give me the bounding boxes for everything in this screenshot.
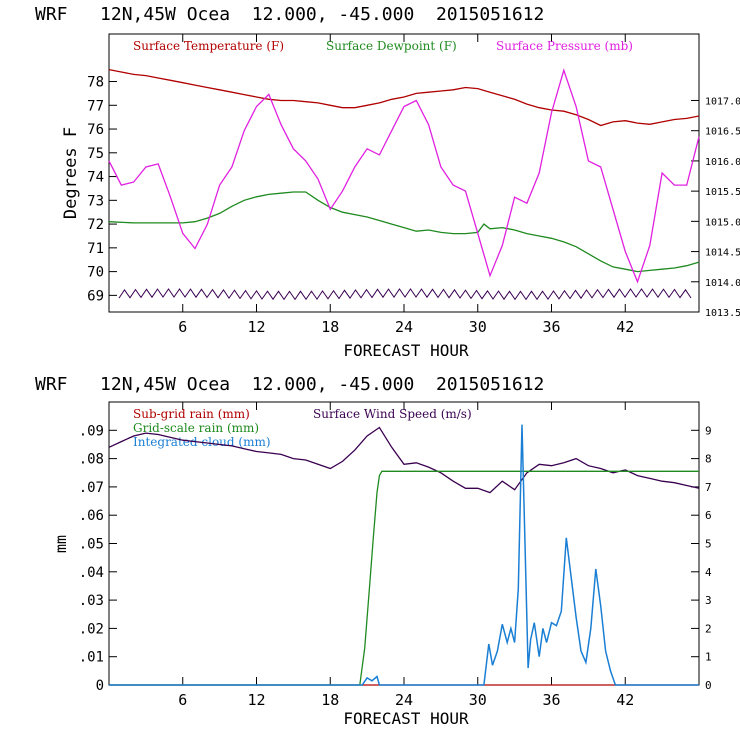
x-tick-label: 30 (469, 318, 487, 336)
panel2-x-tick-labels: 6 12 18 24 30 36 42 (178, 691, 634, 709)
y2-tick-label: 1016.5 (705, 127, 740, 138)
panel1-y-axis-label: Degrees F (61, 127, 81, 219)
y2-tick-label: 1 (705, 651, 712, 664)
x-tick-label: 42 (616, 691, 634, 709)
y-tick-label: 76 (87, 122, 104, 138)
y-tick-label: 71 (87, 241, 104, 257)
x-tick-label: 36 (542, 318, 560, 336)
x-tick-label: 6 (178, 691, 187, 709)
panel1-frame (108, 33, 700, 313)
panel1-x-tick-labels: 6 12 18 24 30 36 42 (178, 318, 634, 336)
y-tick-label: 74 (87, 170, 104, 186)
panel1-y-tick-labels: 69 70 71 72 73 74 75 76 77 78 (87, 75, 104, 305)
y-tick-label: .08 (79, 452, 104, 468)
y-tick-label: 72 (87, 217, 104, 233)
legend-gridscale-rain: Grid-scale rain (mm) (133, 421, 259, 435)
y2-tick-label: 7 (705, 481, 712, 494)
legend-surface-pressure: Surface Pressure (mb) (496, 39, 633, 53)
y-tick-label: 78 (87, 75, 104, 91)
x-tick-label: 30 (469, 691, 487, 709)
legend-surface-dewpoint: Surface Dewpoint (F) (326, 39, 457, 53)
y2-tick-label: 4 (705, 566, 712, 579)
y2-tick-label: 1013.5 (705, 308, 740, 319)
panel1-x-axis-label: FORECAST HOUR (343, 341, 469, 360)
y2-tick-label: 0 (705, 679, 712, 692)
y-tick-label: .04 (79, 565, 104, 581)
legend-subgrid-rain: Sub-grid rain (mm) (133, 407, 250, 421)
y2-tick-label: 3 (705, 594, 712, 607)
legend-surface-wind-speed: Surface Wind Speed (m/s) (313, 407, 472, 421)
panel2-x-axis-label: FORECAST HOUR (343, 709, 469, 728)
panel1-tick-marks (109, 34, 699, 313)
panel2-y-axis-label: mm (52, 535, 70, 553)
y-tick-label: 0 (96, 678, 104, 694)
y-tick-label: .02 (79, 621, 104, 637)
panel-precipitation: WRF 12N,45W Ocea 12.000, -45.000 2015051… (35, 374, 712, 728)
y-tick-label: .01 (79, 650, 104, 666)
series-gridscale-rain (109, 470, 699, 686)
x-tick-label: 24 (395, 691, 413, 709)
x-tick-label: 6 (178, 318, 187, 336)
legend-surface-temperature: Surface Temperature (F) (133, 39, 284, 53)
y-tick-label: .05 (79, 537, 104, 553)
y2-tick-label: 1015.5 (705, 187, 740, 198)
y2-tick-label: 1015.0 (705, 217, 740, 228)
panel-temperature: WRF 12N,45W Ocea 12.000, -45.000 2015051… (35, 4, 740, 360)
y2-tick-label: 2 (705, 622, 712, 635)
panel2-title: WRF 12N,45W Ocea 12.000, -45.000 2015051… (35, 374, 544, 395)
y-tick-label: 69 (87, 288, 104, 304)
y2-tick-label: 1017.0 (705, 96, 740, 107)
series-surface-wind-speed (108, 426, 700, 494)
series-surface-dewpoint (108, 191, 700, 273)
y2-tick-label: 5 (705, 538, 712, 551)
y2-tick-label: 1014.0 (705, 278, 740, 289)
y-tick-label: 73 (87, 193, 104, 209)
x-tick-label: 36 (542, 691, 560, 709)
y-tick-label: .06 (79, 508, 104, 524)
panel2-y-tick-labels: 0 .01 .02 .03 .04 .05 .06 .07 .08 .09 (79, 423, 104, 694)
y2-tick-label: 1016.0 (705, 157, 740, 168)
x-tick-label: 12 (247, 691, 265, 709)
y-tick-label: .03 (79, 593, 104, 609)
x-tick-label: 24 (395, 318, 413, 336)
wind-barb-row (118, 288, 692, 301)
series-integrated-cloud (109, 424, 699, 686)
y-tick-label: .07 (79, 480, 104, 496)
x-tick-label: 42 (616, 318, 634, 336)
panel2-tick-marks (109, 402, 699, 686)
y2-tick-label: 9 (705, 424, 712, 437)
y-tick-label: 75 (87, 146, 104, 162)
panel1-title: WRF 12N,45W Ocea 12.000, -45.000 2015051… (35, 4, 544, 25)
y-tick-label: 77 (87, 98, 104, 114)
x-tick-label: 12 (247, 318, 265, 336)
series-surface-pressure (108, 68, 700, 284)
x-tick-label: 18 (321, 691, 339, 709)
y-tick-label: .09 (79, 423, 104, 439)
panel1-y2-tick-labels: 1013.5 1014.0 1014.5 1015.0 1015.5 1016.0 1016… (705, 96, 740, 319)
y2-tick-label: 1014.5 (705, 248, 740, 259)
panel2-y2-tick-labels: 0 1 2 3 4 5 6 7 8 9 (705, 424, 712, 692)
x-tick-label: 18 (321, 318, 339, 336)
y2-tick-label: 8 (705, 453, 712, 466)
series-surface-temperature (108, 68, 700, 127)
y2-tick-label: 6 (705, 509, 712, 522)
y-tick-label: 70 (87, 265, 104, 281)
